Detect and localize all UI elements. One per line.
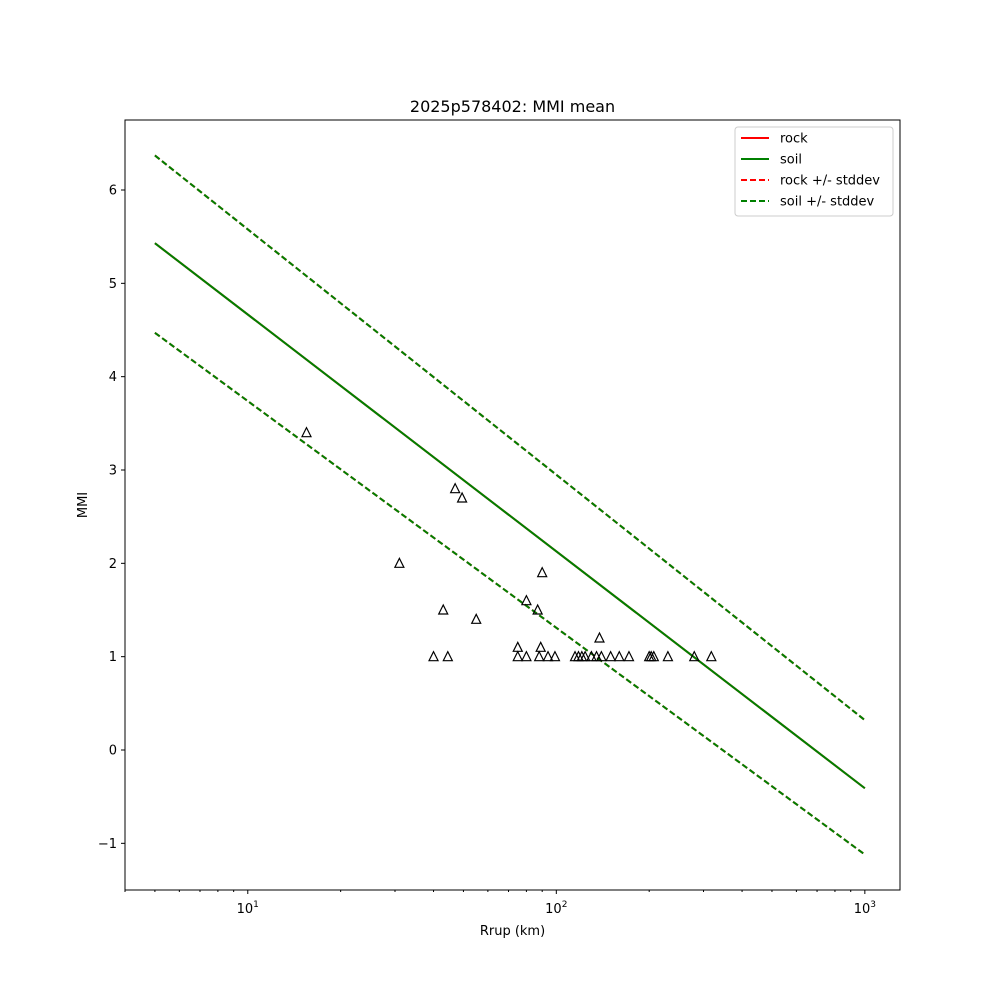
observation-point <box>623 650 635 662</box>
observation-point <box>533 650 545 662</box>
observation-point <box>512 650 524 662</box>
legend-label: soil +/- stddev <box>780 195 875 210</box>
series-layer <box>154 154 866 856</box>
x-axis: 101 102 103 <box>124 890 876 917</box>
y-tick-label: 2 <box>109 557 117 572</box>
x-axis-label: Rrup (km) <box>480 924 545 939</box>
series-line-3-upper <box>154 154 866 721</box>
observation-point <box>688 650 700 662</box>
x-tick-label: 101 <box>237 900 259 917</box>
series-line-1 <box>154 242 866 790</box>
y-tick-label: −1 <box>98 837 117 852</box>
y-axis-label: MMI <box>76 492 91 518</box>
observation-point <box>449 482 461 494</box>
y-tick-label: 1 <box>109 650 117 665</box>
observation-point <box>579 650 591 662</box>
series-line-3-lower <box>154 331 866 856</box>
observation-point <box>536 566 548 578</box>
observation-point <box>542 650 554 662</box>
observation-point <box>442 650 454 662</box>
observation-point <box>512 640 524 652</box>
legend-label: rock +/- stddev <box>780 174 880 189</box>
observation-point <box>593 631 605 643</box>
legend-box <box>734 126 894 217</box>
observation-point <box>648 650 660 662</box>
observation-point <box>437 603 449 615</box>
observation-point <box>662 650 674 662</box>
observation-point <box>520 594 532 606</box>
y-tick-label: 0 <box>109 744 117 759</box>
legend: rock soil rock +/- stddev soil +/- stddev <box>734 126 894 217</box>
observation-point <box>532 603 544 615</box>
x-tick-label: 103 <box>854 900 876 917</box>
observation-point <box>456 491 468 503</box>
observation-point <box>470 612 482 624</box>
observation-point <box>549 650 561 662</box>
observation-point <box>605 650 617 662</box>
y-tick-label: 5 <box>109 277 117 292</box>
observation-point <box>535 640 547 652</box>
y-tick-label: 3 <box>109 464 117 479</box>
plot-frame <box>124 119 901 891</box>
chart-title: 2025p578402: MMI mean <box>410 97 615 116</box>
observation-point <box>393 556 405 568</box>
y-tick-label: 6 <box>109 184 117 199</box>
observation-point <box>520 650 532 662</box>
y-tick-label: 4 <box>109 370 117 385</box>
observation-points <box>301 426 717 662</box>
observation-point <box>301 426 312 438</box>
y-axis: −1 0 1 2 3 4 5 6 <box>98 184 125 852</box>
x-tick-label: 102 <box>545 900 567 917</box>
observation-point <box>595 650 607 662</box>
observation-point <box>613 650 625 662</box>
legend-label: rock <box>780 132 808 147</box>
legend-label: soil <box>780 153 802 168</box>
observation-point <box>705 650 717 662</box>
observation-point <box>428 650 440 662</box>
